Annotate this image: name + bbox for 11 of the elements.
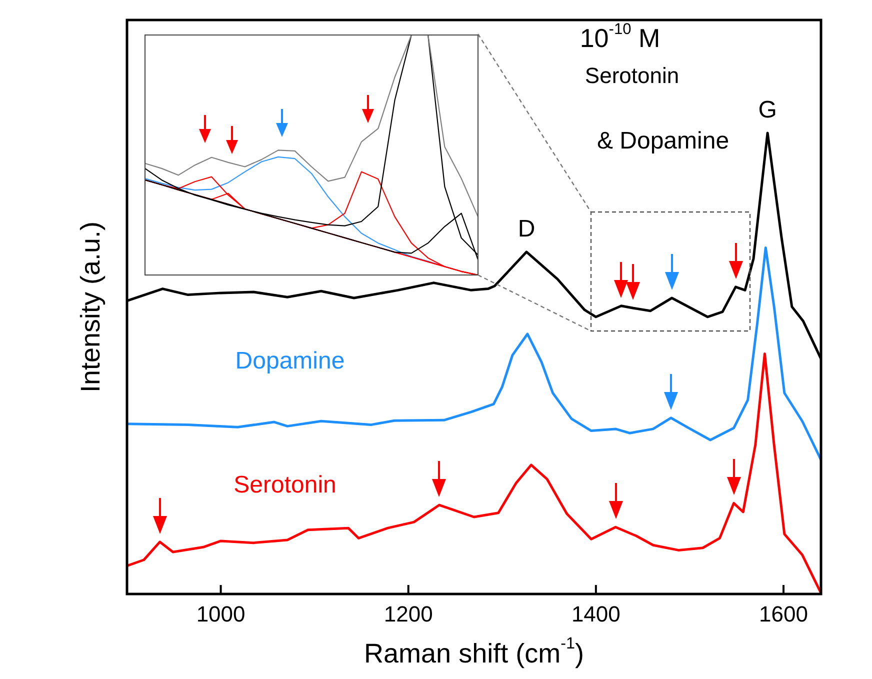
- annotation: & Dopamine: [596, 128, 730, 155]
- annotation: G: [758, 96, 777, 124]
- series-label: Serotonin: [234, 472, 336, 499]
- x-tick-label: 1600: [759, 601, 808, 626]
- text: Dopamine: [235, 348, 345, 375]
- x-tick-label: 1400: [571, 601, 620, 626]
- x-tick-label: 1200: [384, 601, 433, 626]
- annotation: D: [518, 216, 536, 243]
- x-tick-label: 1000: [196, 601, 246, 626]
- text: Serotonin: [584, 63, 680, 88]
- y-axis-title: Intensity (a.u.): [75, 221, 106, 393]
